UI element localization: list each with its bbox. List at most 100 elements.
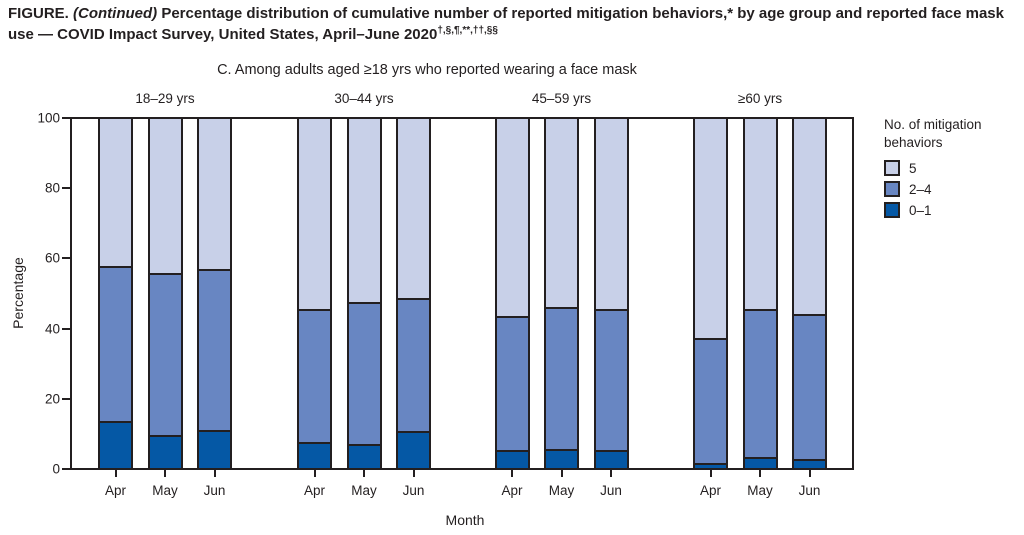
bar-45–59yrs-may	[544, 117, 579, 470]
y-tick-mark	[62, 117, 70, 119]
age-group-label: 30–44 yrs	[334, 91, 394, 106]
month-label: May	[548, 483, 575, 498]
figure-title: FIGURE. (Continued) Percentage distribut…	[8, 4, 1020, 45]
bar-segment-5	[695, 119, 726, 339]
legend-entries: 5 2–4 0–1	[884, 160, 982, 219]
bar-segment-2–4	[348, 301, 380, 444]
x-tick-mark	[213, 470, 216, 477]
bar-segment-2–4	[199, 269, 230, 430]
bar-segment-0–1	[695, 462, 726, 468]
bar-30–44yrs-apr	[297, 117, 332, 470]
bar-segment-2–4	[149, 272, 181, 435]
figure-title-superscripts: †,§,¶,**,††,§§	[437, 24, 498, 36]
bar-segment-2–4	[595, 308, 627, 451]
y-tick-label-80: 80	[44, 180, 60, 196]
y-tick-mark	[62, 257, 70, 260]
bar-segment-2–4	[100, 265, 131, 422]
month-label: May	[747, 483, 773, 498]
legend-entry-label: 2–4	[909, 181, 932, 197]
age-group-label: ≥60 yrs	[737, 91, 783, 106]
legend-title-line2: behaviors	[884, 134, 943, 150]
x-tick-mark	[363, 470, 365, 477]
month-label: May	[351, 483, 377, 498]
bar-segment-0–1	[595, 450, 627, 468]
bar-segment-5	[149, 119, 181, 273]
bar-segment-5	[199, 119, 230, 270]
legend-entry-label: 0–1	[909, 202, 932, 218]
y-tick-label-0: 0	[52, 461, 60, 477]
month-label: Apr	[303, 483, 326, 498]
bar-segment-5	[299, 119, 330, 309]
legend-entry-2–4: 2–4	[884, 181, 982, 198]
bar-segment-5	[546, 119, 577, 308]
bar-segment-0–1	[299, 441, 330, 468]
legend-entry-5: 5	[884, 160, 982, 177]
month-label: Apr	[699, 483, 722, 498]
x-tick-mark	[511, 470, 513, 477]
y-tick-mark	[62, 397, 70, 400]
bar-30–44yrs-may	[346, 117, 382, 470]
x-tick-mark	[412, 470, 415, 477]
bar-≥60yrs-apr	[693, 117, 728, 470]
bar-segment-5	[595, 119, 627, 309]
x-tick-mark	[164, 470, 166, 477]
figure-title-line1: Percentage distribution of cumulative nu…	[157, 5, 1004, 22]
legend-swatch	[884, 181, 900, 198]
y-tick-label-60: 60	[44, 250, 60, 266]
x-tick-mark	[709, 470, 712, 477]
x-tick-mark	[560, 470, 563, 477]
bar-segment-5	[398, 119, 429, 299]
bar-18–29yrs-may	[147, 117, 183, 470]
month-label: Jun	[203, 483, 226, 498]
bar-segment-5	[744, 119, 776, 309]
legend-title: No. of mitigation behaviors	[884, 116, 982, 151]
bar-18–29yrs-jun	[197, 117, 232, 470]
y-tick-label-40: 40	[44, 321, 60, 337]
figure-title-line2: use — COVID Impact Survey, United States…	[8, 25, 438, 43]
month-label: Jun	[600, 483, 622, 498]
bar-segment-5	[496, 119, 528, 316]
legend: No. of mitigation behaviors 5 2–4 0–1	[884, 116, 982, 223]
month-label: Apr	[501, 483, 523, 498]
bar-segment-0–1	[100, 421, 131, 468]
figure-title-prefix: FIGURE.	[8, 5, 74, 22]
legend-swatch	[884, 202, 900, 219]
bar-segment-2–4	[299, 308, 330, 442]
bar-segment-2–4	[695, 338, 726, 463]
figure-title-continued: (Continued)	[73, 5, 158, 22]
bar-segment-2–4	[744, 308, 776, 458]
x-tick-mark	[114, 470, 117, 477]
y-tick-mark	[62, 327, 70, 330]
bar-segment-0–1	[496, 450, 528, 468]
legend-swatch	[884, 160, 900, 177]
bar-30–44yrs-jun	[396, 117, 431, 470]
legend-entry-0–1: 0–1	[884, 202, 982, 219]
x-tick-mark	[759, 470, 761, 477]
x-axis-title: Month	[445, 512, 485, 528]
bar-45–59yrs-jun	[593, 117, 629, 470]
bar-segment-0–1	[348, 443, 380, 468]
bar-segment-0–1	[149, 434, 181, 468]
bar-segment-0–1	[199, 429, 230, 468]
x-tick-mark	[808, 470, 811, 477]
month-label: May	[152, 483, 178, 498]
y-tick-label-100: 100	[37, 110, 60, 126]
y-tick-label-20: 20	[44, 391, 60, 407]
bar-segment-2–4	[794, 313, 825, 460]
bar-segment-5	[100, 119, 131, 266]
bar-segment-2–4	[546, 307, 577, 449]
bar-segment-0–1	[398, 431, 429, 468]
x-tick-mark	[313, 470, 316, 477]
bar-≥60yrs-jun	[792, 117, 827, 470]
bar-segment-0–1	[546, 448, 577, 468]
bar-segment-0–1	[794, 459, 825, 468]
age-group-label: 45–59 yrs	[531, 91, 592, 106]
bar-18–29yrs-apr	[98, 117, 133, 470]
x-tick-mark	[610, 470, 612, 477]
month-label: Apr	[104, 483, 127, 498]
legend-entry-label: 5	[909, 160, 917, 176]
y-tick-mark	[62, 468, 70, 470]
panel-title: C. Among adults aged ≥18 yrs who reporte…	[217, 62, 637, 78]
plot-box	[70, 117, 854, 470]
